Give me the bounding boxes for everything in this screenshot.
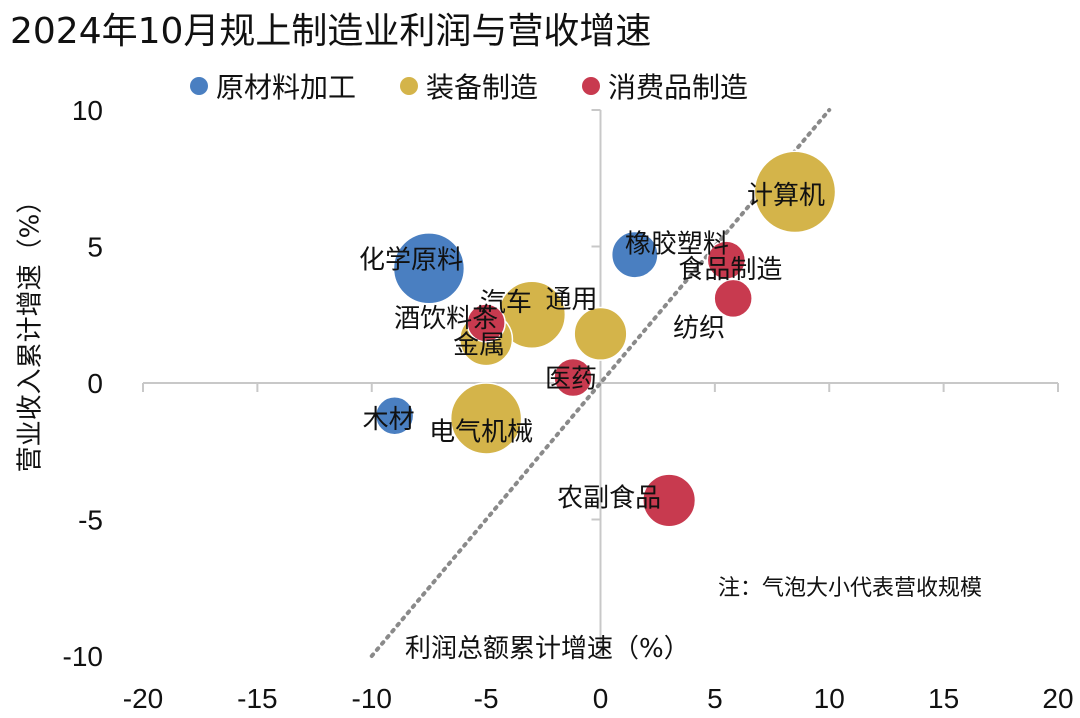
bubble-label-2-2: 酒饮料茶 <box>394 304 498 334</box>
bubble-label-1-4: 电气机械 <box>429 417 533 447</box>
legend-item-raw-materials: 原材料加工 <box>190 66 356 106</box>
legend-marker-raw-materials <box>190 77 208 95</box>
x-tick-label: 0 <box>593 683 609 714</box>
bubble-label-1-2: 通用 <box>546 285 598 315</box>
bubble-label-2-4: 农副食品 <box>557 483 661 513</box>
chart-note: 注：气泡大小代表营收规模 <box>718 576 983 601</box>
bubble-0-2 <box>374 396 415 436</box>
bubble-0-0 <box>392 232 466 305</box>
reference-line <box>369 108 832 658</box>
bubble-1-4 <box>449 382 523 455</box>
legend-item-consumer: 消费品制造 <box>582 66 748 106</box>
bubble-0-1 <box>610 230 659 279</box>
x-tick-label: 15 <box>928 683 959 714</box>
bubble-2-0 <box>706 240 747 280</box>
legend-label-equipment: 装备制造 <box>426 71 539 104</box>
bubble-1-2 <box>573 306 628 361</box>
bubble-2-4 <box>642 473 697 528</box>
y-tick-label: -5 <box>78 505 103 536</box>
bubble-label-0-0: 化学原料 <box>359 245 463 275</box>
bubble-2-1 <box>713 278 753 319</box>
bubble-label-2-0: 食品制造 <box>678 255 782 285</box>
x-tick-label: 5 <box>707 683 723 714</box>
x-tick-label: -5 <box>474 683 499 714</box>
legend-marker-equipment <box>400 77 419 95</box>
y-tick-label: 5 <box>87 232 103 263</box>
bubble-label-1-3: 金属 <box>453 330 505 360</box>
chart-title: 2024年10月规上制造业利润与营收增速 <box>10 11 652 52</box>
bubble-1-0 <box>753 150 837 234</box>
legend-label-consumer: 消费品制造 <box>608 71 749 104</box>
bubble-label-2-1: 纺织 <box>673 313 725 343</box>
legend: 原材料加工 装备制造 消费品制造 <box>190 66 748 106</box>
bubble-2-3 <box>553 357 593 398</box>
bubble-label-2-3: 医药 <box>545 365 597 395</box>
x-tick-label: -20 <box>123 683 163 714</box>
legend-item-equipment: 装备制造 <box>400 66 538 106</box>
bubble-label-1-1: 汽车 <box>480 288 532 318</box>
x-axis-label: 利润总额累计增速（%） <box>405 634 690 664</box>
bubble-label-0-1: 橡胶塑料 <box>625 230 729 260</box>
x-tick-label: 10 <box>814 683 845 714</box>
y-axis-label: 营业收入累计增速（%） <box>15 187 46 473</box>
y-tick-label: 10 <box>72 95 103 126</box>
y-tick-label: 0 <box>87 368 103 399</box>
x-tick-label: -15 <box>237 683 277 714</box>
y-tick-label: -10 <box>63 641 103 672</box>
bubble-label-1-0: 计算机 <box>747 181 825 211</box>
bubble-2-2 <box>466 303 506 343</box>
legend-marker-consumer <box>582 77 601 95</box>
x-tick-label: -10 <box>352 683 392 714</box>
x-tick-label: 20 <box>1042 683 1073 714</box>
legend-label-raw-materials: 原材料加工 <box>216 71 357 104</box>
bubble-label-0-2: 木材 <box>363 405 415 435</box>
